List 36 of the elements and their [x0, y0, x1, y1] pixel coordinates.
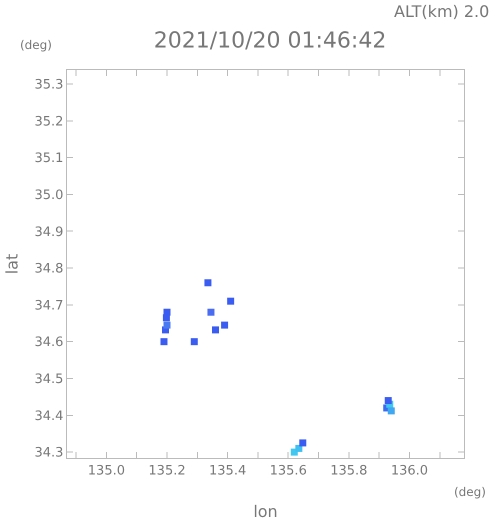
text: (deg)	[454, 485, 486, 499]
point	[160, 338, 168, 346]
point	[207, 308, 214, 316]
point	[190, 338, 198, 346]
y-tick-label: 34.4	[34, 408, 64, 424]
y-tick-label: 35.1	[34, 151, 64, 166]
point	[295, 444, 302, 452]
y-tick-label: 34.7	[34, 298, 64, 314]
text: ALT(km) 2.0	[394, 2, 490, 21]
point	[212, 326, 219, 334]
point	[164, 308, 171, 316]
x-tick-label: 135.0	[88, 464, 126, 479]
y-tick-label: 34.6	[34, 335, 64, 350]
point	[164, 322, 171, 329]
text: (deg)	[20, 38, 52, 52]
y-tick-label: 35.0	[34, 188, 64, 203]
point	[227, 298, 234, 305]
y-tick-label: 34.8	[34, 262, 64, 277]
point	[204, 279, 212, 286]
point	[388, 407, 395, 414]
y-tick-label: 35.3	[34, 78, 64, 93]
y-tick-label: 34.9	[34, 224, 64, 240]
x-tick-label: 135.8	[330, 464, 368, 479]
x-axis-title: lon	[253, 502, 278, 521]
point	[221, 322, 228, 329]
x-tick-label: 136.0	[390, 464, 428, 479]
x-tick-label: 135.2	[148, 464, 186, 479]
y-tick-label: 34.5	[34, 372, 64, 388]
chart-title: 2021/10/20 01:46:42	[154, 28, 386, 54]
point	[299, 439, 306, 446]
point	[384, 397, 392, 404]
x-tick-label: 135.6	[270, 464, 307, 479]
y-axis-title: lat	[2, 254, 22, 274]
y-tick-label: 35.2	[34, 114, 64, 130]
y-tick-label: 34.3	[34, 446, 64, 461]
x-tick-label: 135.4	[209, 464, 246, 479]
